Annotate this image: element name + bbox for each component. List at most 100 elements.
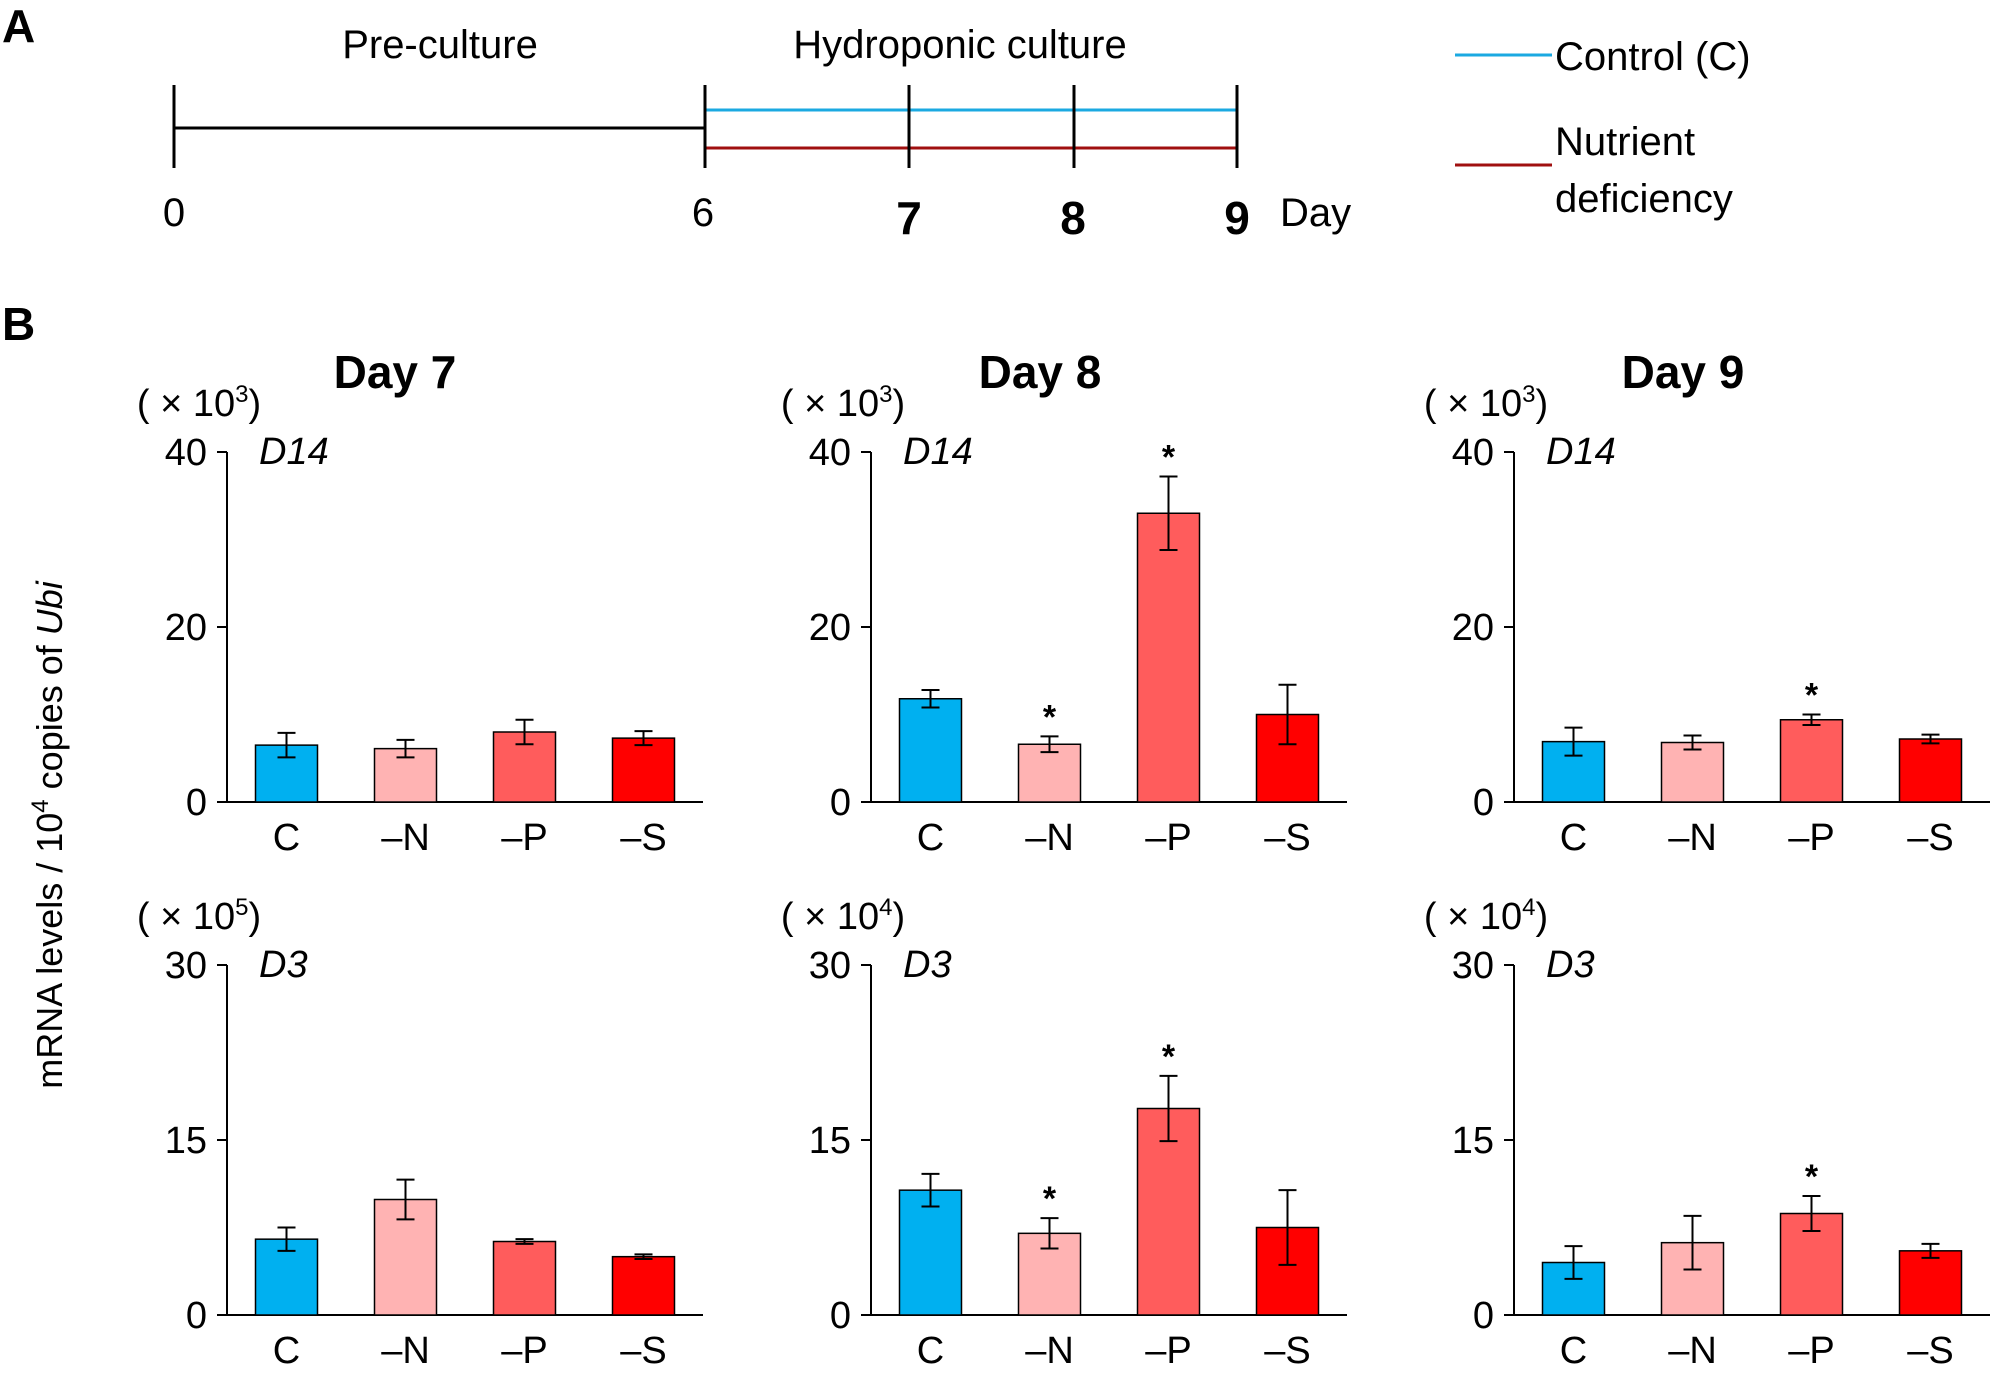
bar: [492, 1240, 557, 1316]
gene-label: D3: [259, 944, 308, 986]
x-tick-label: –N: [1668, 817, 1717, 859]
bar: [898, 1189, 963, 1316]
y-tick-label: 40: [165, 432, 207, 474]
significance-star: *: [1805, 1158, 1819, 1196]
pre-culture-label: Pre-culture: [342, 23, 538, 67]
gene-label: D14: [259, 431, 329, 473]
panel-b: B Day 7 Day 8 Day 9 mRNA levels / 104 co…: [2, 298, 1744, 1089]
significance-star: *: [1162, 1038, 1176, 1076]
y-axis-label: mRNA levels / 104 copies of Ubi: [27, 580, 70, 1089]
y-tick-label: 15: [165, 1120, 207, 1162]
y-tick-label: 20: [165, 607, 207, 649]
bar: [1255, 1226, 1320, 1316]
timeline-legend: Control (C) Nutrient deficiency: [1455, 35, 1751, 221]
x-tick-label: C: [1560, 1330, 1587, 1372]
significance-star: *: [1043, 1180, 1057, 1218]
panel-a-letter: A: [2, 0, 35, 52]
bar: [898, 698, 963, 803]
bar: [1898, 1250, 1963, 1316]
unit-label: ( × 103): [137, 381, 261, 425]
y-tick-label: 30: [809, 945, 851, 987]
legend-control-label: Control (C): [1555, 35, 1751, 79]
chart-d3-day9: ( × 104) D3 0 15 30 C –N * –P –S: [1424, 894, 1990, 1372]
gene-label: D3: [903, 944, 952, 986]
y-tick-label: 15: [1452, 1120, 1494, 1162]
gene-label: D3: [1546, 944, 1595, 986]
bar: [611, 1255, 676, 1316]
y-tick-label: 0: [1473, 1295, 1494, 1337]
significance-star: *: [1162, 439, 1176, 477]
significance-star: *: [1805, 677, 1819, 715]
x-tick-label: –S: [1264, 817, 1310, 859]
x-tick-label: –P: [501, 817, 547, 859]
y-tick-label: 20: [1452, 607, 1494, 649]
x-tick-label: –P: [1788, 817, 1834, 859]
x-tick-label: C: [1560, 817, 1587, 859]
tick-label-day0: 0: [163, 191, 185, 235]
y-tick-label: 30: [165, 945, 207, 987]
chart-d3-day7: ( × 105) D3 0 15 30 C –N –P –S: [137, 894, 703, 1372]
panel-a: A Pre-culture Hydroponic culture 0 6 7 8…: [2, 0, 1751, 244]
y-tick-label: 0: [1473, 782, 1494, 824]
unit-label: ( × 104): [1424, 894, 1548, 938]
x-tick-label: –P: [1788, 1330, 1834, 1372]
tick-label-day7: 7: [896, 192, 922, 244]
y-tick-label: 0: [186, 782, 207, 824]
x-tick-label: –N: [381, 1330, 430, 1372]
tick-label-day9: 9: [1224, 192, 1250, 244]
bar: [1898, 738, 1963, 803]
tick-label-day8: 8: [1060, 192, 1086, 244]
x-tick-label: –S: [1907, 1330, 1953, 1372]
x-tick-label: C: [273, 817, 300, 859]
x-tick-label: –S: [620, 817, 666, 859]
y-tick-label: 0: [186, 1295, 207, 1337]
y-tick-label: 30: [1452, 945, 1494, 987]
x-tick-label: –N: [1025, 817, 1074, 859]
x-tick-label: C: [273, 1330, 300, 1372]
panel-b-letter: B: [2, 298, 35, 350]
x-tick-label: –S: [620, 1330, 666, 1372]
legend-deficiency-label-line1: Nutrient: [1555, 120, 1695, 164]
tick-label-day6: 6: [692, 191, 714, 235]
x-tick-label: –P: [1145, 817, 1191, 859]
hydroponic-culture-label: Hydroponic culture: [793, 23, 1127, 67]
y-tick-label: 40: [809, 432, 851, 474]
y-tick-label: 20: [809, 607, 851, 649]
day-unit-label: Day: [1280, 191, 1351, 235]
chart-d14-day8: ( × 103) D14 0 20 40 C * –N * –P –S: [781, 381, 1347, 859]
gene-label: D14: [1546, 431, 1616, 473]
title-day9: Day 9: [1622, 346, 1745, 398]
significance-star: *: [1043, 698, 1057, 736]
x-tick-label: C: [917, 817, 944, 859]
bar-charts: ( × 103) D14 0 20 40 C –N –P –S ( × 103) D14 0 20 40 C…: [137, 381, 1990, 1372]
x-tick-label: –N: [1668, 1330, 1717, 1372]
x-tick-label: –N: [381, 817, 430, 859]
y-tick-label: 0: [830, 782, 851, 824]
y-tick-label: 40: [1452, 432, 1494, 474]
bar: [611, 737, 676, 803]
x-tick-label: –S: [1264, 1330, 1310, 1372]
gene-label: D14: [903, 431, 973, 473]
x-tick-label: –S: [1907, 817, 1953, 859]
bar: [1660, 741, 1725, 803]
legend-deficiency-label-line2: deficiency: [1555, 177, 1733, 221]
bar: [1779, 719, 1844, 803]
bar: [1136, 512, 1201, 803]
x-tick-label: –P: [1145, 1330, 1191, 1372]
title-day8: Day 8: [979, 346, 1102, 398]
chart-d14-day7: ( × 103) D14 0 20 40 C –N –P –S: [137, 381, 703, 859]
x-tick-label: –N: [1025, 1330, 1074, 1372]
x-tick-label: –P: [501, 1330, 547, 1372]
unit-label: ( × 104): [781, 894, 905, 938]
chart-d3-day8: ( × 104) D3 0 15 30 C * –N * –P –S: [781, 894, 1347, 1372]
unit-label: ( × 103): [781, 381, 905, 425]
y-tick-label: 0: [830, 1295, 851, 1337]
chart-d14-day9: ( × 103) D14 0 20 40 C –N * –P –S: [1424, 381, 1990, 859]
unit-label: ( × 103): [1424, 381, 1548, 425]
unit-label: ( × 105): [137, 894, 261, 938]
x-tick-label: C: [917, 1330, 944, 1372]
y-tick-label: 15: [809, 1120, 851, 1162]
bar: [1136, 1107, 1201, 1316]
title-day7: Day 7: [334, 346, 457, 398]
